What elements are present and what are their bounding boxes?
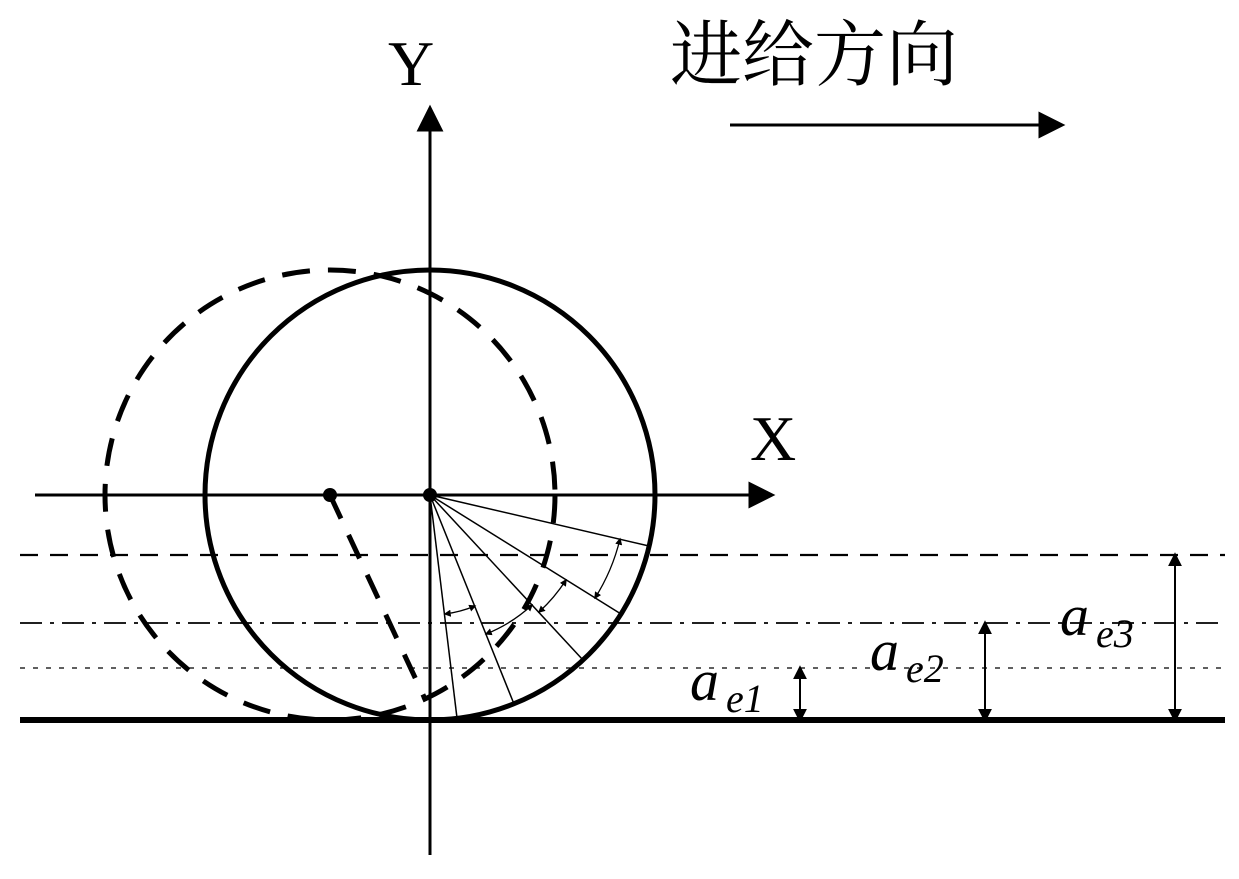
y-axis-label: Y: [388, 28, 434, 99]
angle-arcs: [445, 539, 620, 634]
ae2-label: a e2: [870, 618, 944, 691]
feed-direction-label: 进给方向: [670, 0, 958, 101]
ae1-label: a e1: [690, 648, 764, 721]
x-axis-label: X: [750, 403, 796, 474]
svg-text:a: a: [1060, 583, 1089, 648]
svg-text:a: a: [690, 648, 719, 713]
svg-text:e1: e1: [726, 676, 764, 721]
svg-text:e3: e3: [1096, 611, 1134, 656]
dashed-cutter-radius: [330, 495, 425, 699]
radial-lines: [430, 495, 649, 718]
ae3-label: a e3: [1060, 583, 1134, 656]
svg-text:a: a: [870, 618, 899, 683]
svg-text:e2: e2: [906, 646, 944, 691]
